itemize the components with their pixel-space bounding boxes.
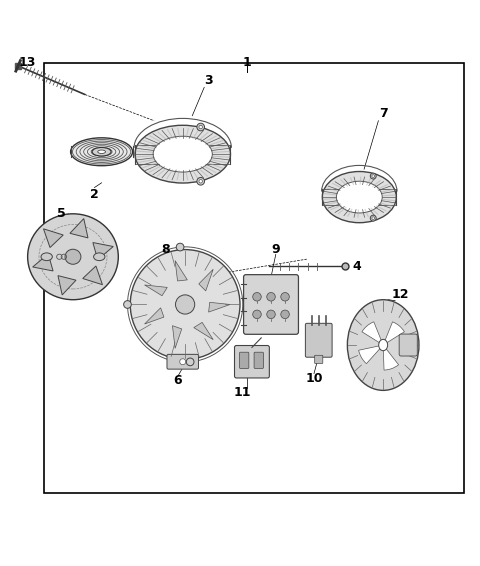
Polygon shape (83, 266, 102, 285)
Ellipse shape (41, 253, 52, 260)
Text: 7: 7 (379, 107, 387, 120)
Ellipse shape (130, 250, 240, 359)
Circle shape (267, 293, 275, 301)
Polygon shape (209, 302, 230, 312)
Text: 11: 11 (234, 386, 251, 399)
FancyBboxPatch shape (399, 334, 417, 356)
FancyBboxPatch shape (243, 275, 299, 335)
FancyBboxPatch shape (240, 352, 249, 368)
Bar (44, 63, 464, 493)
Text: 13: 13 (19, 56, 36, 69)
Text: 1: 1 (243, 56, 252, 69)
Circle shape (253, 310, 261, 319)
Text: 5: 5 (57, 207, 65, 220)
Circle shape (124, 301, 132, 308)
Polygon shape (194, 323, 213, 340)
Ellipse shape (92, 148, 111, 156)
Text: 10: 10 (305, 372, 323, 385)
FancyBboxPatch shape (167, 354, 199, 369)
Wedge shape (359, 345, 383, 364)
Polygon shape (199, 269, 213, 291)
Circle shape (281, 310, 289, 319)
Ellipse shape (153, 136, 212, 172)
Polygon shape (44, 229, 63, 247)
Circle shape (199, 125, 203, 128)
Polygon shape (175, 260, 187, 281)
Ellipse shape (71, 138, 132, 166)
Circle shape (197, 123, 204, 131)
FancyBboxPatch shape (254, 352, 264, 368)
Circle shape (186, 358, 194, 366)
Ellipse shape (336, 181, 382, 213)
Circle shape (370, 173, 376, 179)
Polygon shape (33, 254, 53, 271)
Ellipse shape (323, 171, 396, 222)
Text: 8: 8 (162, 243, 170, 256)
Text: 12: 12 (391, 289, 408, 302)
Wedge shape (383, 345, 398, 370)
Circle shape (176, 243, 184, 251)
Ellipse shape (135, 125, 230, 183)
Circle shape (253, 293, 261, 301)
Circle shape (372, 175, 374, 177)
Text: 9: 9 (272, 243, 280, 256)
Ellipse shape (98, 150, 106, 153)
Ellipse shape (379, 340, 388, 351)
Circle shape (199, 179, 203, 183)
Text: 4: 4 (352, 260, 361, 273)
Circle shape (370, 215, 376, 221)
Circle shape (180, 359, 186, 365)
Polygon shape (70, 218, 88, 238)
Text: 3: 3 (204, 74, 213, 87)
Circle shape (197, 178, 204, 185)
Text: 6: 6 (174, 374, 182, 387)
Ellipse shape (65, 249, 81, 264)
Circle shape (372, 217, 374, 220)
Polygon shape (58, 276, 76, 295)
Text: 2: 2 (90, 188, 99, 201)
Ellipse shape (28, 214, 118, 300)
Wedge shape (362, 322, 383, 345)
Ellipse shape (348, 300, 419, 391)
Polygon shape (144, 308, 164, 324)
Wedge shape (383, 322, 405, 345)
Circle shape (267, 310, 275, 319)
Circle shape (281, 293, 289, 301)
Polygon shape (144, 285, 167, 296)
FancyBboxPatch shape (315, 355, 323, 363)
Polygon shape (172, 325, 182, 348)
Ellipse shape (176, 295, 195, 314)
FancyBboxPatch shape (235, 345, 269, 378)
Polygon shape (93, 243, 113, 260)
Ellipse shape (94, 253, 105, 260)
FancyBboxPatch shape (305, 323, 332, 357)
